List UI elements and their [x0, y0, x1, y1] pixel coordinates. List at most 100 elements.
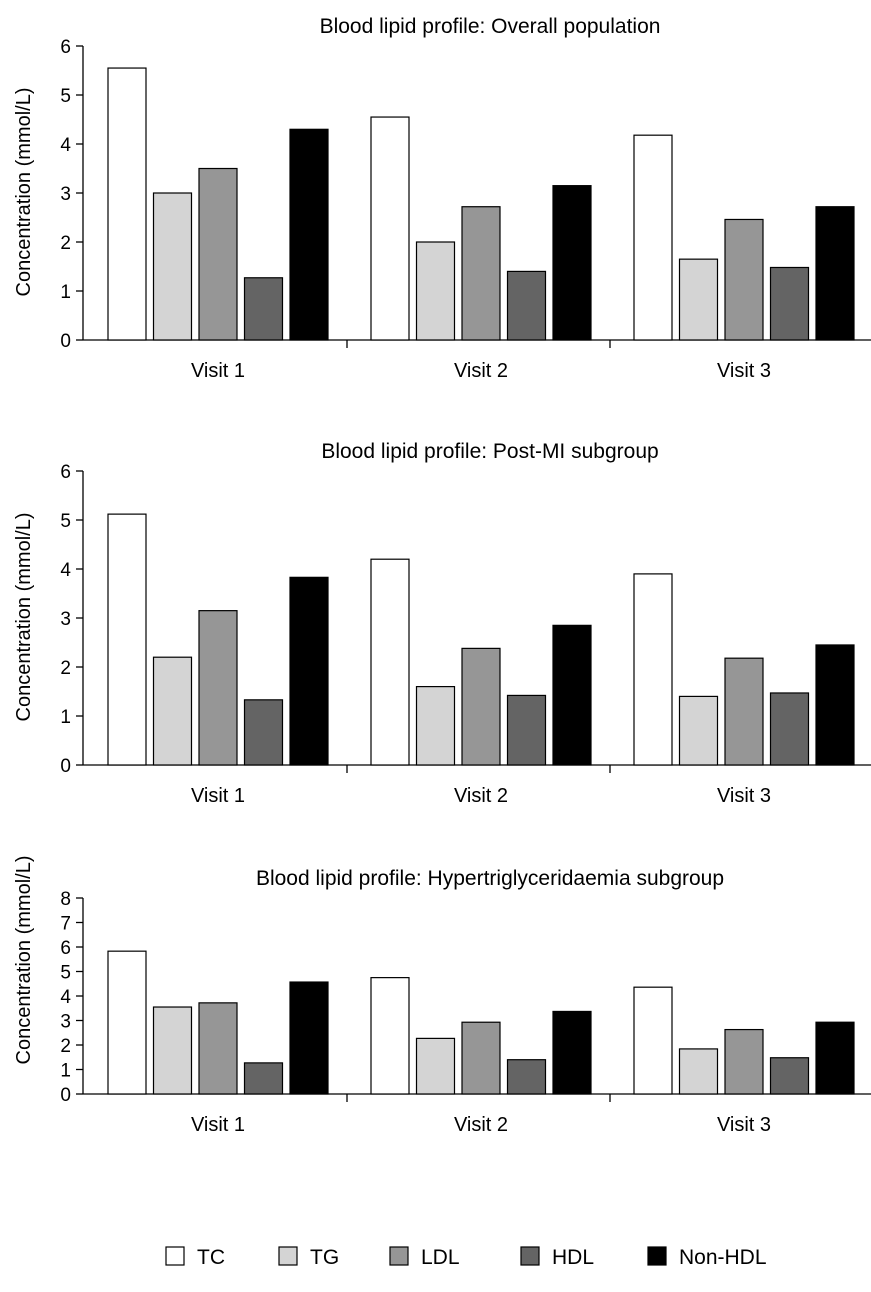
bar-tc-visit-1 — [107, 67, 147, 341]
x-category-label: Visit 3 — [717, 360, 771, 382]
y-tick-label: 5 — [60, 963, 71, 984]
y-tick-label: 0 — [60, 1085, 71, 1106]
legend-swatch-non-hdl — [647, 1246, 667, 1266]
bar-hdl-visit-1 — [243, 699, 284, 766]
legend-swatch-tc — [165, 1246, 185, 1266]
y-tick-label: 1 — [60, 707, 71, 728]
chart-title: Blood lipid profile: Hypertriglyceridaem… — [256, 867, 724, 890]
legend-item-ldl: LDL — [389, 1246, 460, 1269]
bar-tg-visit-2 — [415, 685, 456, 766]
x-category-label: Visit 2 — [454, 1114, 508, 1136]
bar-tg-visit-2 — [415, 1037, 456, 1095]
bar-ldl-visit-2 — [461, 647, 501, 766]
bar-hdl-visit-2 — [506, 694, 547, 766]
y-axis-label: Concentration (mmol/L) — [13, 856, 35, 1065]
bar-non-hdl-visit-1 — [289, 576, 329, 766]
bar-non-hdl-visit-2 — [552, 624, 592, 766]
bar-non-hdl-visit-3 — [815, 206, 855, 341]
y-tick-label: 5 — [60, 86, 71, 107]
bar-ldl-visit-2 — [461, 206, 501, 341]
bar-tg-visit-1 — [152, 1006, 193, 1095]
legend-swatch-hdl — [520, 1246, 540, 1266]
legend-label-tg: TG — [310, 1246, 339, 1269]
bar-hdl-visit-1 — [243, 1062, 284, 1095]
y-tick-label: 2 — [60, 1036, 71, 1057]
chart-title: Blood lipid profile: Overall population — [320, 15, 661, 38]
legend-swatch-tg — [278, 1246, 298, 1266]
x-category-label: Visit 1 — [191, 785, 245, 807]
x-category-label: Visit 1 — [191, 1114, 245, 1136]
bar-ldl-visit-3 — [724, 657, 764, 766]
bar-ldl-visit-1 — [198, 610, 238, 766]
bar-tc-visit-1 — [107, 950, 147, 1095]
bar-ldl-visit-1 — [198, 167, 238, 341]
legend-item-tc: TC — [165, 1246, 225, 1269]
bar-hdl-visit-3 — [769, 692, 810, 766]
bar-tg-visit-1 — [152, 192, 193, 341]
y-tick-label: 3 — [60, 1012, 71, 1033]
bar-tc-visit-3 — [633, 134, 673, 341]
legend-label-hdl: HDL — [552, 1246, 594, 1269]
bar-tc-visit-2 — [370, 116, 410, 341]
bar-tc-visit-2 — [370, 977, 410, 1095]
y-tick-label: 1 — [60, 1061, 71, 1082]
chart-hypertriglyceridaemia-subgroup: Blood lipid profile: Hypertriglyceridaem… — [13, 856, 871, 1136]
bar-hdl-visit-2 — [506, 270, 547, 341]
bar-ldl-visit-1 — [198, 1002, 238, 1095]
y-axis-label: Concentration (mmol/L) — [13, 513, 35, 722]
bar-non-hdl-visit-3 — [815, 644, 855, 766]
x-category-label: Visit 2 — [454, 360, 508, 382]
legend-label-non-hdl: Non-HDL — [679, 1246, 767, 1269]
bar-tc-visit-2 — [370, 558, 410, 766]
y-tick-label: 5 — [60, 511, 71, 532]
legend-item-tg: TG — [278, 1246, 339, 1269]
bar-tg-visit-3 — [678, 695, 719, 766]
bar-tc-visit-1 — [107, 513, 147, 766]
legend-item-non-hdl: Non-HDL — [647, 1246, 767, 1269]
y-tick-label: 4 — [60, 987, 71, 1008]
bar-tc-visit-3 — [633, 573, 673, 766]
y-tick-label: 6 — [60, 462, 71, 483]
y-tick-label: 2 — [60, 658, 71, 679]
bar-hdl-visit-3 — [769, 266, 810, 341]
x-category-label: Visit 2 — [454, 785, 508, 807]
y-tick-label: 8 — [60, 889, 71, 910]
y-tick-label: 0 — [60, 756, 71, 777]
bar-hdl-visit-3 — [769, 1057, 810, 1095]
x-category-label: Visit 1 — [191, 360, 245, 382]
y-tick-label: 3 — [60, 184, 71, 205]
y-tick-label: 2 — [60, 233, 71, 254]
bar-non-hdl-visit-1 — [289, 128, 329, 341]
bar-ldl-visit-3 — [724, 218, 764, 341]
chart-post-mi-subgroup: Blood lipid profile: Post-MI subgroup Co… — [13, 440, 871, 807]
bar-tc-visit-3 — [633, 986, 673, 1095]
y-tick-label: 7 — [60, 914, 71, 935]
legend-swatch-ldl — [389, 1246, 409, 1266]
legend-item-hdl: HDL — [520, 1246, 594, 1269]
bar-non-hdl-visit-3 — [815, 1021, 855, 1095]
chart-overall-population: Blood lipid profile: Overall population … — [13, 15, 871, 382]
bar-non-hdl-visit-1 — [289, 981, 329, 1095]
bar-ldl-visit-3 — [724, 1028, 764, 1095]
bar-ldl-visit-2 — [461, 1021, 501, 1095]
bar-non-hdl-visit-2 — [552, 185, 592, 341]
x-category-label: Visit 3 — [717, 1114, 771, 1136]
y-tick-label: 4 — [60, 560, 71, 581]
y-tick-label: 1 — [60, 282, 71, 303]
chart-title: Blood lipid profile: Post-MI subgroup — [321, 440, 658, 463]
bar-tg-visit-3 — [678, 258, 719, 341]
bar-tg-visit-2 — [415, 241, 456, 341]
bar-hdl-visit-1 — [243, 277, 284, 341]
y-axis-label: Concentration (mmol/L) — [13, 88, 35, 297]
legend-label-tc: TC — [197, 1246, 225, 1269]
y-tick-label: 6 — [60, 37, 71, 58]
y-tick-label: 4 — [60, 135, 71, 156]
bar-hdl-visit-2 — [506, 1059, 547, 1095]
chart-legend: TC TG LDL HDL Non-HDL — [165, 1246, 767, 1269]
bar-tg-visit-1 — [152, 656, 193, 766]
x-category-label: Visit 3 — [717, 785, 771, 807]
legend-label-ldl: LDL — [421, 1246, 460, 1269]
y-tick-label: 6 — [60, 938, 71, 959]
y-tick-label: 3 — [60, 609, 71, 630]
